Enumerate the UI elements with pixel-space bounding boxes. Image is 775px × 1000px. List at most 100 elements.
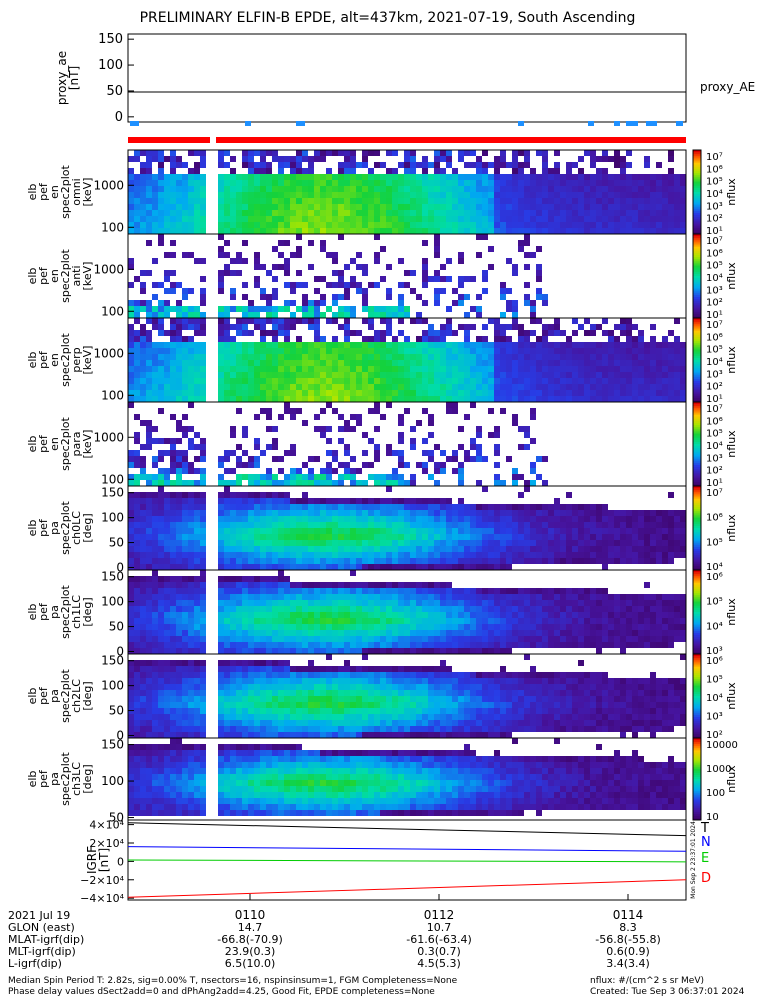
heat-cell — [386, 552, 392, 558]
heat-cell — [458, 282, 464, 288]
heat-cell — [416, 582, 422, 588]
heat-cell — [368, 204, 374, 210]
heat-cell — [134, 564, 140, 570]
heat-cell — [152, 480, 158, 486]
heat-cell — [422, 642, 428, 648]
heat-cell — [308, 312, 314, 318]
heat-cell — [164, 534, 170, 540]
heat-cell — [518, 474, 524, 480]
heat-cell — [464, 546, 470, 552]
heat-cell — [200, 180, 206, 186]
heat-cell — [530, 342, 536, 348]
heat-cell — [146, 372, 152, 378]
heat-cell — [662, 342, 668, 348]
heat-cell — [650, 360, 656, 366]
colorbar-step — [693, 238, 701, 241]
heat-cell — [194, 180, 200, 186]
heat-cell — [542, 174, 548, 180]
heat-cell — [338, 324, 344, 330]
heat-cell — [524, 216, 530, 222]
heat-cell — [326, 522, 332, 528]
heat-cell — [416, 648, 422, 654]
heat-cell — [398, 504, 404, 510]
y-tick-label: 1000 — [93, 262, 124, 276]
heat-cell — [170, 468, 176, 474]
heat-cell — [374, 330, 380, 336]
heat-cell — [500, 336, 506, 342]
heat-cell — [476, 600, 482, 606]
heat-cell — [344, 264, 350, 270]
heat-cell — [170, 342, 176, 348]
heat-cell — [488, 180, 494, 186]
heat-cell — [464, 228, 470, 234]
heat-cell — [350, 348, 356, 354]
heat-cell — [476, 642, 482, 648]
heat-cell — [674, 510, 680, 516]
heat-cell — [302, 384, 308, 390]
heat-cell — [380, 564, 386, 570]
heat-cell — [470, 648, 476, 654]
colorbar-tick-label: 10³ — [706, 453, 723, 464]
heat-cell — [272, 372, 278, 378]
heat-cell — [278, 390, 284, 396]
heat-cell — [554, 318, 560, 324]
heat-cell — [614, 156, 620, 162]
heat-cell — [128, 492, 134, 498]
heat-cell — [530, 306, 536, 312]
heat-cell — [512, 546, 518, 552]
heat-cell — [344, 396, 350, 402]
heat-cell — [164, 342, 170, 348]
heat-cell — [320, 558, 326, 564]
heat-cell — [434, 168, 440, 174]
heat-cell — [278, 600, 284, 606]
heat-cell — [356, 162, 362, 168]
heat-cell — [272, 630, 278, 636]
heat-cell — [230, 336, 236, 342]
heat-cell — [422, 342, 428, 348]
colorbar-step — [693, 177, 701, 180]
heat-cell — [506, 534, 512, 540]
heat-cell — [422, 396, 428, 402]
heat-cell — [470, 366, 476, 372]
heat-cell — [266, 558, 272, 564]
heat-cell — [242, 426, 248, 432]
heat-cell — [470, 372, 476, 378]
heat-cell — [284, 408, 290, 414]
heat-cell — [146, 576, 152, 582]
colorbar-tick-label: 10³ — [706, 369, 723, 380]
heat-cell — [374, 642, 380, 648]
heat-cell — [638, 396, 644, 402]
heat-cell — [596, 204, 602, 210]
heat-cell — [338, 192, 344, 198]
heat-cell — [668, 210, 674, 216]
heat-cell — [440, 264, 446, 270]
heat-cell — [620, 216, 626, 222]
heat-cell — [164, 180, 170, 186]
heat-cell — [656, 342, 662, 348]
heat-cell — [650, 198, 656, 204]
heat-cell — [416, 606, 422, 612]
heat-cell — [146, 336, 152, 342]
heat-cell — [302, 642, 308, 648]
heat-cell — [278, 216, 284, 222]
heat-cell — [464, 354, 470, 360]
heat-cell — [254, 438, 260, 444]
heat-cell — [248, 192, 254, 198]
heat-cell — [284, 546, 290, 552]
heat-cell — [248, 540, 254, 546]
heat-cell — [464, 210, 470, 216]
colorbar-step — [693, 431, 701, 434]
colorbar-step — [693, 462, 701, 466]
heat-cell — [416, 462, 422, 468]
heat-cell — [584, 330, 590, 336]
heat-cell — [662, 516, 668, 522]
heat-cell — [344, 228, 350, 234]
heat-cell — [458, 552, 464, 558]
heat-cell — [470, 540, 476, 546]
heat-cell — [656, 198, 662, 204]
heat-cell — [476, 636, 482, 642]
heat-cell — [554, 552, 560, 558]
heat-cell — [404, 210, 410, 216]
heat-cell — [548, 342, 554, 348]
heat-cell — [680, 210, 686, 216]
